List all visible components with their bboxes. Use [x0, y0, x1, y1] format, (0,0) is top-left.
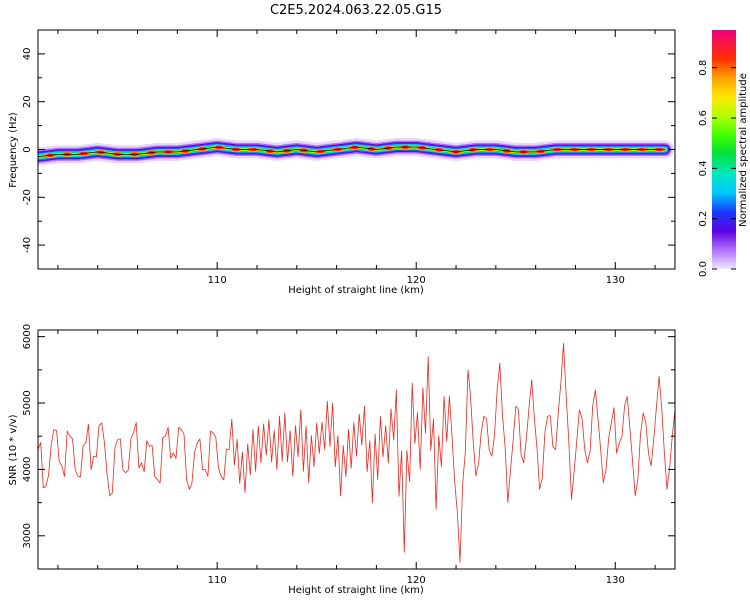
snr-panel: 110 120 130 3000 4000 5000 6000 Height of str…: [8, 324, 676, 596]
colorbar-tick-label: 0.8: [698, 60, 709, 76]
y-tick-label: 40: [22, 48, 33, 61]
y-tick-label: -40: [22, 237, 33, 253]
snr-series-line: [38, 342, 675, 563]
colorbar-tick-label: 0.4: [698, 160, 709, 176]
colorbar-tick-label: 0.2: [698, 211, 709, 227]
spectrogram-x-ticks: 110 120 130: [57, 30, 656, 286]
colorbar-tick-label: 0.0: [698, 261, 709, 277]
x-tick-label: 130: [606, 275, 625, 286]
snr-y-ticks: 3000 4000 5000 6000: [22, 324, 675, 570]
snr-frame: [37, 329, 676, 570]
ridge-center-line: [38, 146, 665, 158]
colorbar-tick-label: 0.6: [698, 110, 709, 126]
y-tick-label: 0: [22, 146, 33, 152]
colorbar-gradient: [712, 30, 736, 269]
y-tick-label: -20: [22, 189, 33, 205]
y-tick-label: 4000: [22, 457, 33, 482]
snr-x-axis-label: Height of straight line (km): [288, 585, 424, 596]
spectrogram-panel: 110 120 130 -40 -20 0 20 40 Height of straight…: [8, 29, 676, 296]
x-tick-label: 110: [208, 575, 227, 586]
snr-marks: [38, 342, 675, 563]
snr-x-ticks: 110 120 130: [57, 330, 656, 586]
spectrogram-y-ticks: -40 -20 0 20 40: [22, 29, 675, 270]
colorbar-label: Normalized spectral amplitude: [738, 73, 749, 227]
y-tick-label: 6000: [22, 324, 33, 349]
spectrogram-x-axis-label: Height of straight line (km): [288, 285, 424, 296]
x-tick-label: 130: [606, 575, 625, 586]
spectrogram-y-axis-label: Frequency (Hz): [8, 112, 19, 188]
x-tick-label: 120: [407, 275, 426, 286]
spectrogram-marks: [38, 138, 674, 166]
y-tick-label: 5000: [22, 390, 33, 415]
x-tick-label: 110: [208, 275, 227, 286]
y-tick-label: 3000: [22, 523, 33, 548]
colorbar-ticks: 0.0 0.2 0.4 0.6 0.8: [698, 60, 736, 277]
snr-y-axis-label: SNR (10 * v/v): [8, 414, 19, 485]
x-tick-label: 120: [407, 575, 426, 586]
y-tick-label: 20: [22, 95, 33, 108]
chart-title: C2E5.2024.063.22.05.G15: [270, 3, 442, 18]
colorbar: 0.0 0.2 0.4 0.6 0.8 Normalized spectral ampl…: [698, 30, 749, 277]
